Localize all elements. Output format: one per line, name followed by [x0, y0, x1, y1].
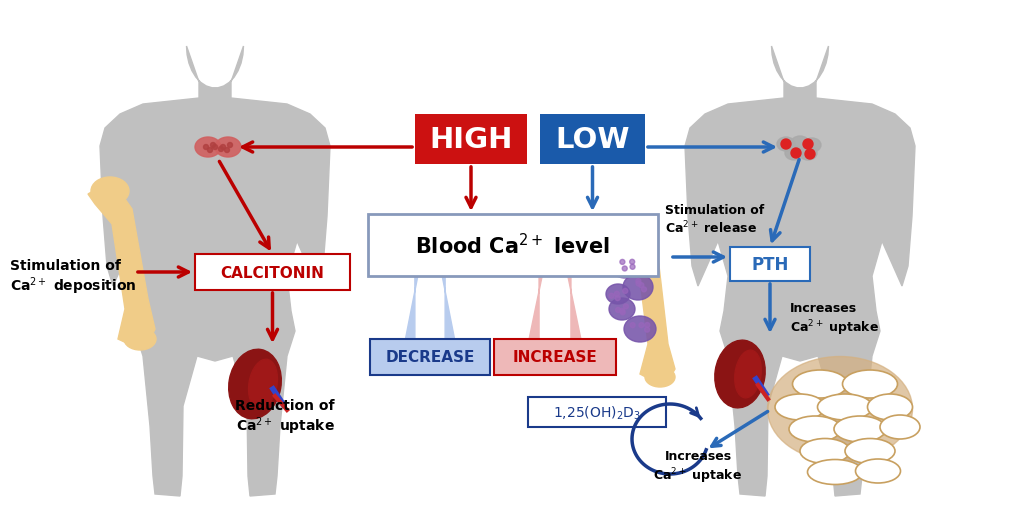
Ellipse shape [834, 416, 886, 442]
Circle shape [208, 148, 213, 153]
Circle shape [639, 326, 644, 331]
Text: Increases
Ca$^{2+}$ uptake: Increases Ca$^{2+}$ uptake [790, 302, 880, 337]
Ellipse shape [808, 460, 862, 485]
Text: Reduction of
Ca$^{2+}$ uptake: Reduction of Ca$^{2+}$ uptake [236, 398, 335, 437]
Polygon shape [88, 185, 155, 347]
Ellipse shape [249, 359, 278, 409]
Circle shape [628, 267, 633, 272]
Ellipse shape [609, 298, 635, 320]
FancyBboxPatch shape [370, 340, 490, 375]
Ellipse shape [624, 317, 656, 343]
Text: PTH: PTH [752, 256, 788, 273]
Ellipse shape [606, 285, 630, 304]
FancyBboxPatch shape [528, 397, 666, 427]
Circle shape [803, 140, 813, 150]
Text: INCREASE: INCREASE [513, 350, 597, 365]
Circle shape [627, 266, 632, 270]
Text: Stimulation of
Ca$^{2+}$ release: Stimulation of Ca$^{2+}$ release [665, 204, 764, 236]
Circle shape [634, 286, 639, 291]
Circle shape [613, 302, 618, 307]
Circle shape [613, 287, 618, 292]
Circle shape [624, 290, 628, 295]
Ellipse shape [791, 137, 809, 151]
Circle shape [224, 148, 229, 153]
FancyBboxPatch shape [494, 340, 616, 375]
Circle shape [621, 294, 626, 298]
Circle shape [624, 265, 629, 270]
Ellipse shape [621, 227, 655, 252]
Ellipse shape [623, 274, 653, 300]
Ellipse shape [715, 341, 765, 408]
FancyBboxPatch shape [195, 254, 350, 291]
Ellipse shape [843, 370, 897, 398]
Circle shape [615, 293, 621, 298]
Ellipse shape [195, 138, 221, 158]
Text: Stimulation of
Ca$^{2+}$ deposition: Stimulation of Ca$^{2+}$ deposition [10, 258, 136, 297]
Circle shape [791, 149, 801, 159]
Circle shape [642, 324, 647, 329]
Ellipse shape [793, 370, 848, 398]
Ellipse shape [228, 350, 282, 419]
Ellipse shape [790, 416, 841, 442]
Circle shape [220, 145, 225, 150]
Circle shape [204, 145, 209, 150]
Polygon shape [618, 235, 675, 382]
Circle shape [218, 147, 223, 152]
Circle shape [781, 140, 791, 150]
Ellipse shape [880, 415, 920, 439]
FancyBboxPatch shape [540, 115, 645, 165]
Text: HIGH: HIGH [429, 126, 513, 154]
Polygon shape [402, 215, 458, 354]
Ellipse shape [215, 138, 241, 158]
Circle shape [636, 287, 641, 292]
Ellipse shape [91, 178, 129, 206]
FancyBboxPatch shape [415, 115, 527, 165]
Text: LOW: LOW [555, 126, 630, 154]
Ellipse shape [768, 357, 912, 462]
FancyBboxPatch shape [368, 215, 658, 276]
Ellipse shape [124, 328, 156, 350]
Circle shape [211, 143, 215, 148]
Polygon shape [526, 215, 584, 354]
Text: Increases
Ca$^{2+}$ uptake: Increases Ca$^{2+}$ uptake [653, 449, 742, 485]
Ellipse shape [785, 147, 803, 161]
Circle shape [616, 310, 622, 316]
Ellipse shape [777, 138, 795, 152]
Circle shape [213, 145, 217, 150]
Circle shape [227, 143, 232, 148]
Polygon shape [100, 47, 330, 496]
Circle shape [614, 305, 620, 310]
Ellipse shape [775, 394, 825, 420]
Polygon shape [685, 47, 915, 496]
Circle shape [622, 304, 627, 309]
Ellipse shape [867, 394, 912, 420]
Ellipse shape [803, 139, 821, 153]
Text: 1,25(OH)$_2$D$_3$: 1,25(OH)$_2$D$_3$ [553, 404, 641, 421]
Circle shape [638, 332, 643, 337]
Circle shape [629, 287, 634, 291]
Ellipse shape [734, 351, 761, 398]
Ellipse shape [800, 439, 850, 464]
Ellipse shape [817, 394, 872, 420]
Ellipse shape [611, 257, 639, 278]
Circle shape [640, 328, 645, 333]
Circle shape [640, 281, 645, 286]
Text: Blood Ca$^{2+}$ level: Blood Ca$^{2+}$ level [416, 233, 610, 258]
Ellipse shape [845, 439, 895, 464]
Circle shape [624, 267, 629, 272]
FancyBboxPatch shape [730, 247, 810, 281]
Ellipse shape [799, 147, 817, 161]
Text: DECREASE: DECREASE [385, 350, 475, 365]
Ellipse shape [645, 367, 675, 387]
Circle shape [805, 150, 815, 160]
Text: CALCITONIN: CALCITONIN [220, 265, 325, 280]
Ellipse shape [855, 459, 900, 483]
